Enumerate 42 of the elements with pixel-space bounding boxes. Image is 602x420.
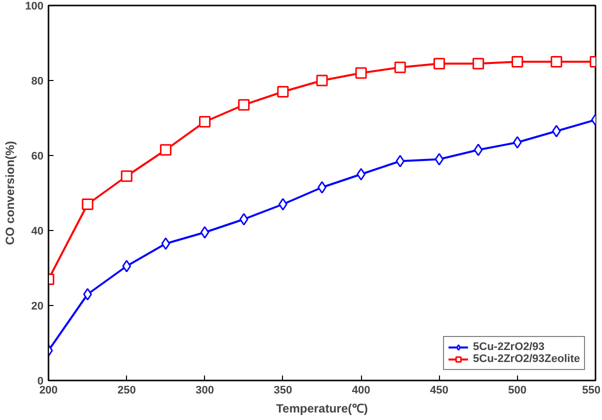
point [512,56,524,68]
x-tick-label: 350 [274,384,292,396]
legend-label: 5Cu-2ZrO2/93 [473,341,545,353]
x-tick-label: 550 [582,384,601,396]
x-tick-label: 200 [39,384,58,396]
point [316,74,328,86]
point [161,237,170,250]
point [474,144,483,156]
legend-label: 5Cu-2ZrO2/93Zeolite [473,353,580,365]
y-tick-label: 100 [25,0,44,12]
point [355,67,367,79]
point [434,153,444,166]
x-tick-label: 250 [117,384,136,396]
point [277,86,289,98]
point [433,58,445,70]
point [472,58,484,70]
x-tick-label: 400 [352,384,370,396]
point [122,260,132,272]
point [238,99,250,111]
point [160,144,172,156]
y-tick-label: 40 [31,226,44,238]
y-tick-label: 0 [37,376,44,388]
point [512,136,522,149]
point [394,62,406,74]
point [120,170,132,182]
y-tick-label: 80 [31,76,44,88]
point [239,213,248,226]
point [278,198,288,210]
point [83,288,92,300]
y-axis-title: CO conversion(%) [3,140,18,246]
point [356,168,366,180]
point [200,226,210,239]
x-tick-label: 450 [430,384,448,396]
x-axis-title: Temperature(℃) [276,402,368,416]
point [550,56,562,68]
point [199,116,211,128]
y-tick-label: 20 [31,300,44,312]
point [82,198,94,210]
y-tick-label: 60 [31,150,44,162]
x-tick-label: 300 [196,384,214,396]
x-tick-label: 500 [508,384,527,396]
point [396,154,405,168]
